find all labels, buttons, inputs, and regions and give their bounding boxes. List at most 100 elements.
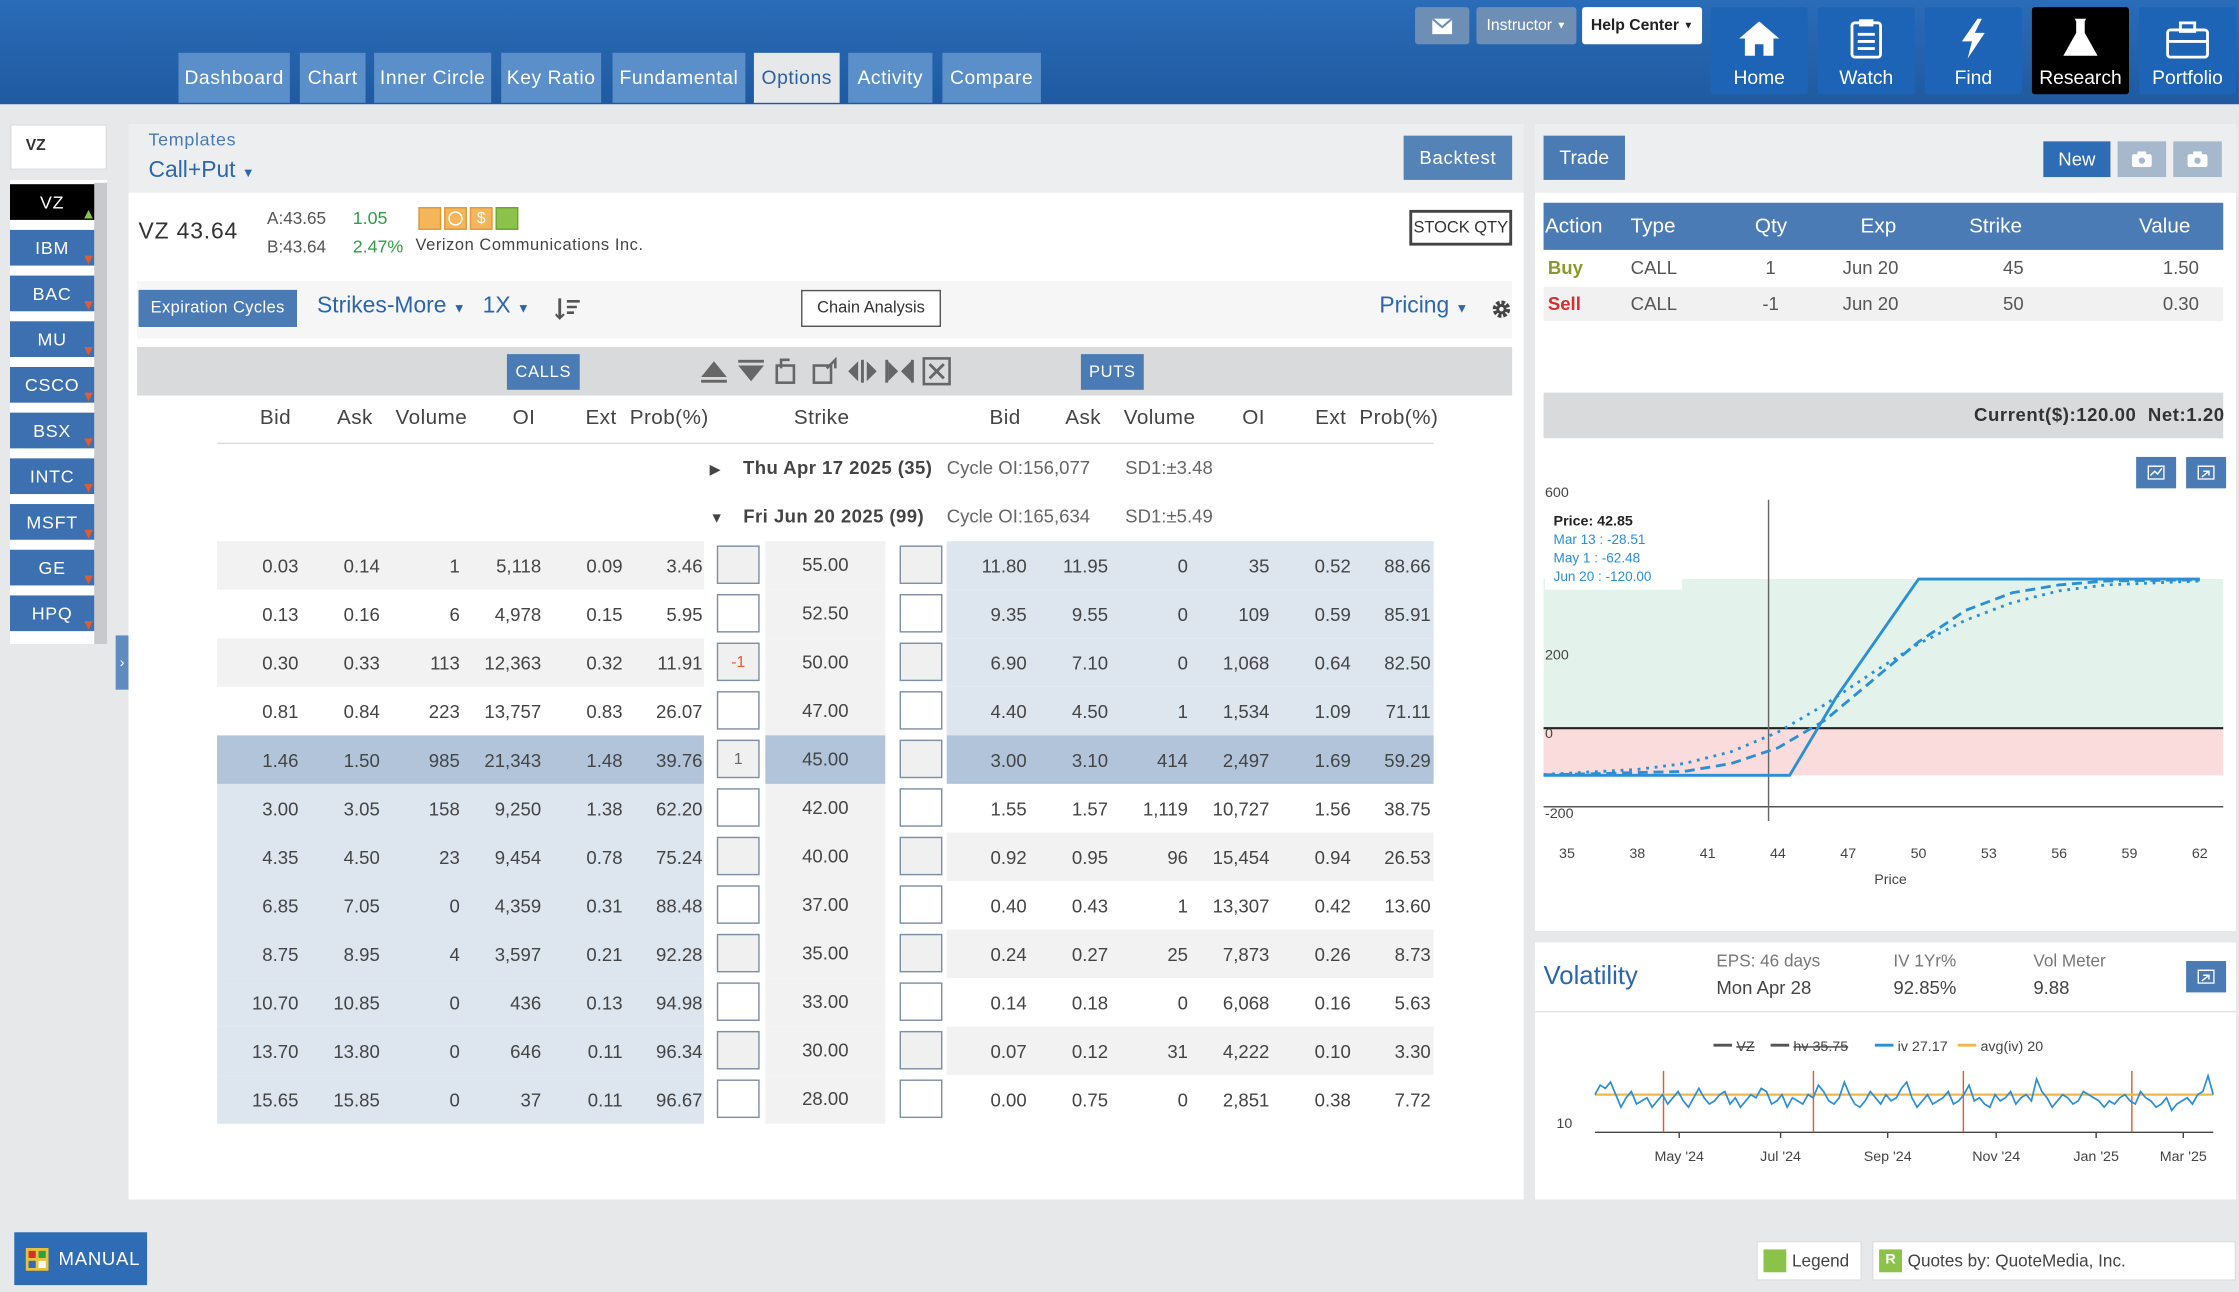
call-bid[interactable]: 0.03 [262,554,299,577]
call-col-ext[interactable]: Ext [585,406,617,430]
put-prob[interactable]: 85.91 [1384,603,1431,625]
call-qty-box[interactable] [716,885,760,924]
put-col-volume[interactable]: Volume [1123,406,1196,430]
put-prob[interactable]: 38.75 [1384,797,1431,819]
call-qty-box[interactable] [716,982,760,1021]
put-qty-box[interactable] [899,1079,943,1119]
tab-inner-circle[interactable]: Inner Circle [374,52,492,103]
nav-find[interactable]: Find [1924,7,2022,95]
call-volume[interactable]: 6 [449,603,460,625]
put-oi[interactable]: 13,307 [1212,894,1270,916]
legend-item[interactable]: iv 27.17 [1898,1039,1948,1055]
snapshot-2-button[interactable] [2173,141,2222,178]
put-volume[interactable]: 31 [1167,1040,1189,1062]
symbol-mu[interactable]: MU [9,321,95,357]
symbol-bsx[interactable]: BSX [9,412,95,449]
chart-button[interactable] [2136,456,2177,489]
call-ask[interactable]: 13.80 [333,1040,380,1062]
tab-options[interactable]: Options [753,52,840,103]
put-ext[interactable]: 0.64 [1314,651,1351,674]
symbol-ibm[interactable]: IBM [9,229,95,266]
call-ask[interactable]: 0.84 [343,700,380,722]
call-ext[interactable]: 0.11 [587,1040,623,1062]
legend-item[interactable]: avg(iv) 20 [1980,1039,2043,1055]
put-bid[interactable]: 4.40 [990,700,1027,722]
call-prob[interactable]: 11.91 [657,651,703,674]
put-qty-box[interactable] [899,788,943,827]
put-oi[interactable]: 4,222 [1222,1040,1270,1062]
call-oi[interactable]: 4,359 [494,894,542,916]
trade-leg-row[interactable] [1543,251,2224,286]
put-volume[interactable]: 1 [1177,894,1189,916]
backtest-button[interactable]: Backtest [1403,135,1513,180]
call-qty-box[interactable] [716,594,760,633]
call-oi[interactable]: 5,118 [496,554,542,577]
put-ext[interactable]: 0.59 [1314,603,1351,625]
template-selector[interactable]: Call+Put ▼ [149,158,255,184]
symbol-intc[interactable]: INTC [9,458,95,495]
put-ext[interactable]: 0.16 [1314,991,1351,1014]
put-prob[interactable]: 26.53 [1384,846,1431,868]
call-prob[interactable]: 26.07 [656,700,703,722]
put-prob[interactable]: 7.72 [1394,1088,1431,1111]
volatility-chart[interactable]: VZ hv 35.75 iv 27.17 avg(iv) 20 10 May '24 Jul… [1535,1021,2236,1192]
put-bid[interactable]: 0.14 [990,991,1027,1014]
put-ext[interactable]: 1.56 [1314,797,1351,819]
instructor-dropdown[interactable]: Instructor ▼ [1476,7,1577,45]
put-ask[interactable]: 3.10 [1071,748,1109,771]
put-ext[interactable]: 0.94 [1314,846,1351,868]
put-volume[interactable]: 96 [1167,846,1189,868]
put-prob[interactable]: 8.73 [1394,943,1431,965]
put-oi[interactable]: 109 [1238,603,1270,625]
call-bid[interactable]: 6.85 [262,894,299,916]
put-qty-box[interactable] [899,642,943,682]
put-ext[interactable]: 1.69 [1314,748,1351,771]
call-oi[interactable]: 436 [510,991,542,1014]
call-prob[interactable]: 96.34 [656,1040,703,1062]
call-qty-box[interactable] [716,1079,760,1119]
put-ask[interactable]: 0.75 [1071,1088,1109,1111]
move-down-icon[interactable] [735,357,766,386]
call-ext[interactable]: 1.48 [586,748,623,771]
put-ext[interactable]: 0.42 [1314,894,1351,916]
put-prob[interactable]: 82.50 [1384,651,1431,674]
put-volume[interactable]: 0 [1177,651,1189,674]
circle-badge-icon[interactable] [444,207,467,230]
new-button[interactable]: New [2043,141,2111,178]
put-bid[interactable]: 6.90 [990,651,1027,674]
put-ask[interactable]: 9.55 [1071,603,1109,625]
call-ext[interactable]: 0.78 [586,846,623,868]
chain-analysis-button[interactable]: Chain Analysis [801,289,941,327]
call-ask[interactable]: 8.95 [343,943,380,965]
call-prob[interactable]: 92.28 [656,943,703,965]
call-ext[interactable]: 0.32 [586,651,623,674]
call-ext[interactable]: 0.11 [587,1088,623,1111]
call-bid[interactable]: 0.81 [262,700,299,722]
symbol-csco[interactable]: CSCO [9,366,95,403]
call-ext[interactable]: 0.31 [586,894,623,916]
call-oi[interactable]: 4,978 [494,603,542,625]
cycle-row-jun[interactable]: ▼ Fri Jun 20 2025 (99) [710,505,924,526]
put-bid[interactable]: 0.07 [990,1040,1027,1062]
put-ask[interactable]: 0.43 [1071,894,1109,916]
put-qty-box[interactable] [899,691,943,730]
legend-item[interactable]: hv 35.75 [1793,1039,1848,1055]
put-ext[interactable]: 1.09 [1314,700,1351,722]
put-col-ask[interactable]: Ask [1065,406,1102,430]
put-ask[interactable]: 4.50 [1071,700,1109,722]
call-ask[interactable]: 0.14 [343,554,380,577]
put-volume[interactable]: 25 [1167,943,1189,965]
symbol-vz[interactable]: VZ [9,184,95,220]
call-col-prob[interactable]: Prob(%) [629,406,709,430]
put-ask[interactable]: 0.27 [1071,943,1109,965]
tab-key-ratio[interactable]: Key Ratio [501,52,602,103]
put-col-prob[interactable]: Prob(%) [1359,406,1439,430]
call-oi[interactable]: 21,343 [484,748,542,771]
put-oi[interactable]: 2,497 [1222,748,1270,771]
legend-item[interactable]: VZ [1736,1039,1755,1055]
tab-compare[interactable]: Compare [942,52,1041,103]
put-ext[interactable]: 0.38 [1314,1088,1351,1111]
call-volume[interactable]: 985 [428,748,460,771]
call-volume[interactable]: 23 [439,846,460,868]
call-bid[interactable]: 0.13 [262,603,299,625]
